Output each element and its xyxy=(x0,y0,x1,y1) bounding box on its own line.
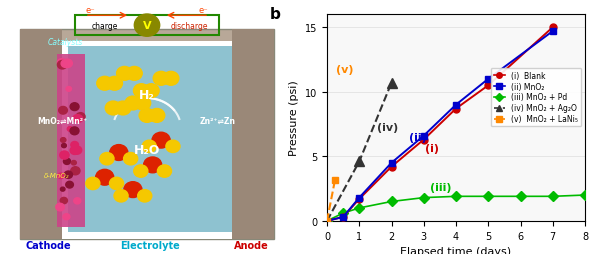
Text: e⁻: e⁻ xyxy=(199,6,208,15)
Circle shape xyxy=(70,103,79,111)
Circle shape xyxy=(74,198,81,204)
Circle shape xyxy=(70,128,79,135)
Circle shape xyxy=(143,84,159,98)
Text: V: V xyxy=(143,21,151,31)
Text: (iii): (iii) xyxy=(430,182,452,192)
Text: Catalysts: Catalysts xyxy=(47,38,83,46)
FancyBboxPatch shape xyxy=(57,54,85,227)
Text: charge: charge xyxy=(92,22,118,30)
Circle shape xyxy=(63,214,70,220)
Circle shape xyxy=(74,115,83,123)
Circle shape xyxy=(76,113,85,121)
Circle shape xyxy=(66,87,71,92)
Circle shape xyxy=(127,67,142,81)
Circle shape xyxy=(58,61,67,70)
Circle shape xyxy=(152,133,170,149)
Text: Cathode: Cathode xyxy=(25,240,71,250)
Circle shape xyxy=(109,178,124,190)
Circle shape xyxy=(163,72,179,86)
Circle shape xyxy=(97,77,113,91)
Circle shape xyxy=(100,153,114,165)
Circle shape xyxy=(153,72,169,86)
Text: (v): (v) xyxy=(336,65,353,75)
Circle shape xyxy=(56,203,64,211)
Circle shape xyxy=(135,97,151,110)
X-axis label: Elapsed time (days): Elapsed time (days) xyxy=(400,246,512,254)
Circle shape xyxy=(133,84,149,98)
Circle shape xyxy=(166,140,180,153)
Circle shape xyxy=(58,59,66,67)
Circle shape xyxy=(134,15,160,37)
Text: Zn²⁺⇌Zn: Zn²⁺⇌Zn xyxy=(200,116,236,125)
Legend: (i)  Blank, (ii) MnO₂, (iii) MnO₂ + Pd, (iv) MnO₂ + Ag₂O, (v)  MnO₂ + LaNi₅: (i) Blank, (ii) MnO₂, (iii) MnO₂ + Pd, (… xyxy=(491,68,581,127)
Text: MnO₂⇌Mn²⁺: MnO₂⇌Mn²⁺ xyxy=(37,116,88,125)
Circle shape xyxy=(157,165,172,178)
Circle shape xyxy=(73,115,80,122)
Text: δ-MnO₂: δ-MnO₂ xyxy=(44,172,70,179)
Circle shape xyxy=(63,60,73,68)
Circle shape xyxy=(67,127,73,132)
Circle shape xyxy=(149,109,165,123)
Circle shape xyxy=(61,60,70,68)
Circle shape xyxy=(124,153,137,165)
Circle shape xyxy=(139,109,155,123)
Circle shape xyxy=(71,167,80,175)
Circle shape xyxy=(60,151,69,160)
Text: H₂: H₂ xyxy=(139,89,155,102)
Circle shape xyxy=(64,171,73,179)
Circle shape xyxy=(70,147,79,155)
FancyBboxPatch shape xyxy=(232,30,274,239)
FancyBboxPatch shape xyxy=(20,30,274,239)
Y-axis label: Pressure (psi): Pressure (psi) xyxy=(289,80,299,156)
Circle shape xyxy=(66,182,73,188)
Circle shape xyxy=(115,102,131,116)
Text: Electrolyte: Electrolyte xyxy=(120,240,179,250)
Text: (ii): (ii) xyxy=(409,132,427,142)
Circle shape xyxy=(110,145,128,161)
Circle shape xyxy=(124,182,142,198)
Circle shape xyxy=(142,140,157,153)
Text: e⁻: e⁻ xyxy=(86,6,95,15)
Circle shape xyxy=(114,190,128,202)
Circle shape xyxy=(72,147,79,152)
Circle shape xyxy=(61,138,66,143)
Circle shape xyxy=(86,178,100,190)
Circle shape xyxy=(61,187,65,191)
Circle shape xyxy=(105,102,121,116)
Circle shape xyxy=(134,165,148,178)
Circle shape xyxy=(116,67,133,81)
FancyBboxPatch shape xyxy=(34,42,260,239)
Text: (iv): (iv) xyxy=(377,123,398,133)
Circle shape xyxy=(71,142,79,149)
Text: b: b xyxy=(270,7,281,22)
FancyBboxPatch shape xyxy=(68,47,232,232)
Circle shape xyxy=(62,144,67,148)
Circle shape xyxy=(73,147,82,155)
Circle shape xyxy=(137,190,152,202)
Circle shape xyxy=(60,198,67,204)
Circle shape xyxy=(107,77,122,91)
Text: H₂O: H₂O xyxy=(134,143,160,156)
Circle shape xyxy=(64,158,71,165)
Text: Anode: Anode xyxy=(234,240,269,250)
Text: (i): (i) xyxy=(425,144,439,153)
Circle shape xyxy=(59,107,67,115)
FancyBboxPatch shape xyxy=(20,30,62,239)
Circle shape xyxy=(125,97,141,110)
Text: discharge: discharge xyxy=(170,22,208,30)
Circle shape xyxy=(95,170,114,185)
Circle shape xyxy=(143,157,161,173)
Circle shape xyxy=(71,161,76,165)
Circle shape xyxy=(58,173,64,179)
